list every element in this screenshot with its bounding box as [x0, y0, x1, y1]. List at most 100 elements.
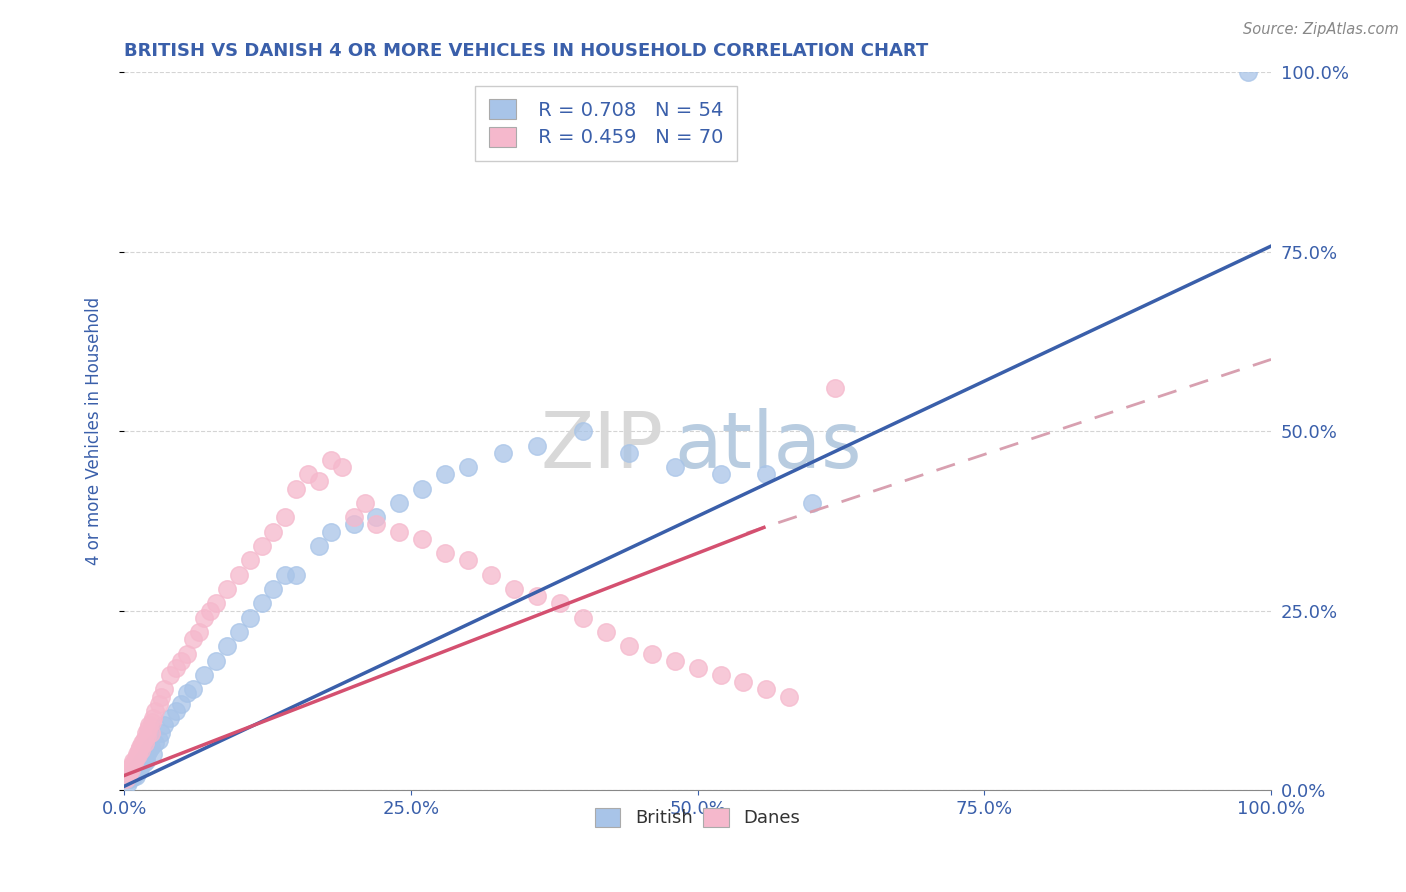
- Y-axis label: 4 or more Vehicles in Household: 4 or more Vehicles in Household: [86, 297, 103, 566]
- Point: [181, 632, 204, 647]
- Point: [193, 611, 215, 625]
- Point: [125, 761, 148, 775]
- Point: [641, 647, 664, 661]
- Point: [801, 496, 824, 510]
- Point: [617, 640, 640, 654]
- Text: ZIP: ZIP: [540, 408, 664, 483]
- Point: [434, 546, 457, 560]
- Legend: British, Danes: British, Danes: [588, 801, 807, 835]
- Text: Source: ZipAtlas.com: Source: ZipAtlas.com: [1243, 22, 1399, 37]
- Point: [526, 438, 548, 452]
- Point: [118, 772, 141, 786]
- Point: [205, 596, 228, 610]
- Point: [250, 596, 273, 610]
- Point: [217, 582, 239, 596]
- Point: [217, 640, 239, 654]
- Point: [141, 714, 163, 729]
- Point: [319, 453, 342, 467]
- Point: [124, 768, 146, 782]
- Point: [366, 510, 388, 524]
- Point: [187, 625, 209, 640]
- Point: [239, 611, 262, 625]
- Point: [228, 567, 250, 582]
- Point: [165, 661, 187, 675]
- Point: [131, 757, 153, 772]
- Point: [572, 611, 595, 625]
- Point: [273, 510, 295, 524]
- Point: [132, 732, 155, 747]
- Point: [262, 524, 284, 539]
- Point: [366, 517, 388, 532]
- Point: [457, 460, 479, 475]
- Point: [388, 496, 411, 510]
- Point: [176, 686, 198, 700]
- Point: [285, 567, 308, 582]
- Point: [354, 496, 377, 510]
- Point: [176, 647, 198, 661]
- Point: [122, 754, 145, 768]
- Point: [342, 510, 364, 524]
- Point: [778, 690, 800, 704]
- Point: [595, 625, 617, 640]
- Point: [129, 761, 152, 775]
- Point: [143, 704, 166, 718]
- Point: [330, 460, 353, 475]
- Point: [342, 517, 364, 532]
- Point: [308, 539, 330, 553]
- Point: [664, 460, 686, 475]
- Point: [491, 446, 513, 460]
- Point: [170, 654, 193, 668]
- Point: [138, 743, 160, 757]
- Point: [136, 747, 159, 761]
- Point: [733, 675, 755, 690]
- Point: [121, 757, 143, 772]
- Point: [503, 582, 526, 596]
- Point: [319, 524, 342, 539]
- Point: [135, 754, 157, 768]
- Point: [153, 682, 176, 697]
- Point: [124, 764, 146, 779]
- Point: [479, 567, 502, 582]
- Point: [139, 739, 162, 754]
- Point: [134, 736, 156, 750]
- Point: [121, 768, 143, 782]
- Point: [308, 475, 330, 489]
- Point: [664, 654, 686, 668]
- Point: [165, 704, 187, 718]
- Text: atlas: atlas: [675, 408, 862, 483]
- Point: [709, 668, 731, 682]
- Point: [526, 589, 548, 603]
- Point: [198, 603, 221, 617]
- Point: [153, 718, 176, 732]
- Point: [824, 381, 846, 395]
- Point: [273, 567, 295, 582]
- Point: [134, 750, 156, 764]
- Point: [115, 772, 138, 786]
- Point: [142, 711, 165, 725]
- Point: [125, 747, 148, 761]
- Point: [135, 725, 157, 739]
- Point: [1237, 65, 1260, 79]
- Point: [755, 682, 778, 697]
- Point: [388, 524, 411, 539]
- Point: [159, 668, 181, 682]
- Point: [122, 770, 145, 784]
- Point: [136, 729, 159, 743]
- Point: [193, 668, 215, 682]
- Point: [129, 739, 152, 754]
- Point: [709, 467, 731, 482]
- Point: [118, 761, 141, 775]
- Point: [136, 722, 159, 736]
- Point: [117, 776, 139, 790]
- Point: [128, 743, 150, 757]
- Point: [228, 625, 250, 640]
- Point: [755, 467, 778, 482]
- Point: [124, 756, 146, 770]
- Point: [181, 682, 204, 697]
- Point: [124, 750, 146, 764]
- Point: [285, 482, 308, 496]
- Point: [131, 736, 153, 750]
- Point: [457, 553, 479, 567]
- Point: [686, 661, 709, 675]
- Point: [205, 654, 228, 668]
